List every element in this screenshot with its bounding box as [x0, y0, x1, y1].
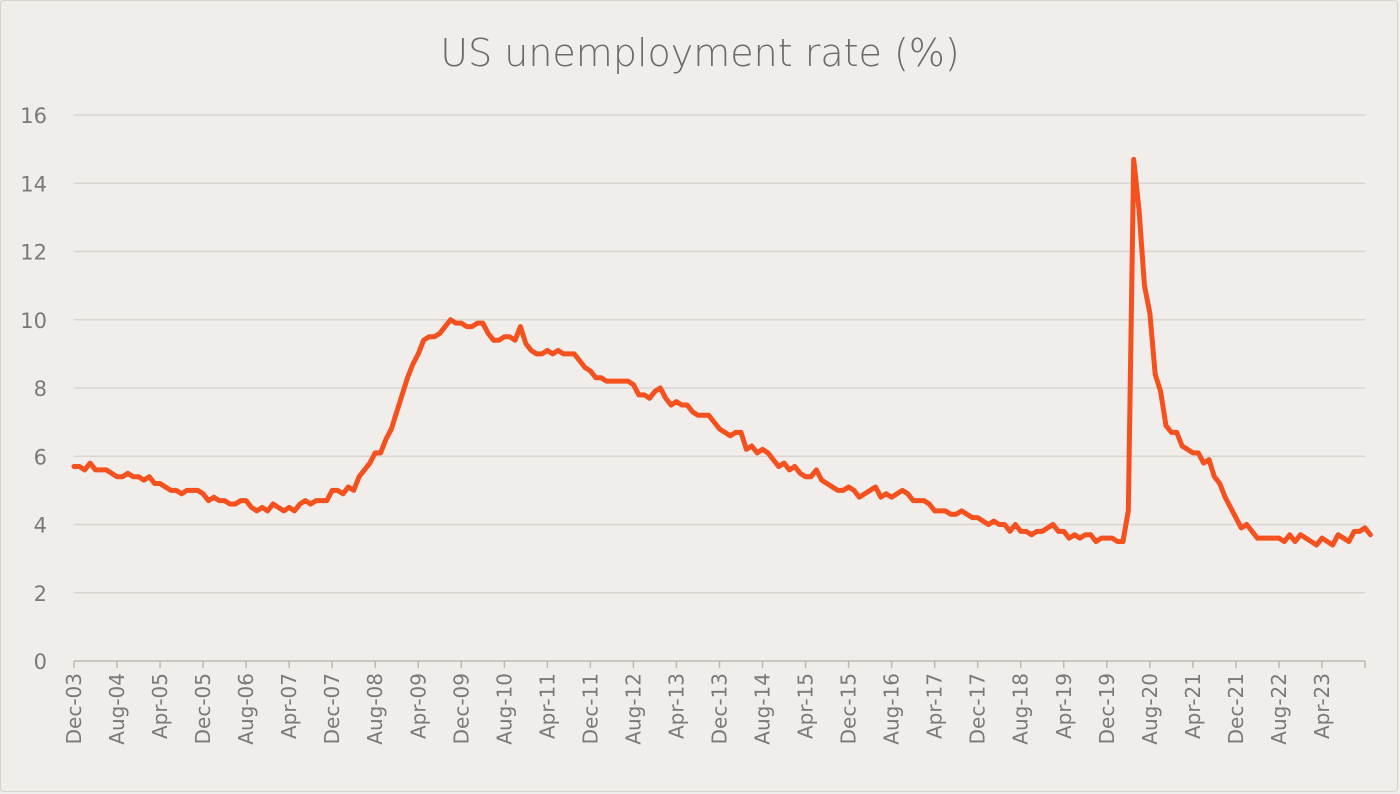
x-tick-label: Apr-17 — [923, 673, 947, 739]
x-tick-label: Aug-16 — [880, 673, 904, 745]
x-tick-label: Apr-19 — [1052, 673, 1076, 739]
y-tick-label: 16 — [20, 104, 47, 128]
series-line-unemployment — [71, 156, 1373, 548]
x-tick-label: Aug-14 — [751, 673, 775, 745]
x-tick-label: Apr-13 — [664, 673, 688, 739]
x-tick-label: Apr-05 — [148, 673, 172, 739]
x-tick-label: Apr-11 — [535, 673, 559, 739]
x-tick-label: Aug-04 — [105, 673, 129, 745]
x-tick-label: Dec-03 — [62, 673, 86, 744]
x-tick-label: Dec-11 — [578, 673, 602, 744]
y-tick-label: 0 — [34, 650, 47, 674]
y-tick-label: 6 — [34, 445, 47, 469]
x-tick-label: Aug-06 — [234, 673, 258, 745]
x-tick-label: Dec-17 — [966, 673, 990, 744]
x-axis — [73, 660, 1366, 668]
y-axis-ticks: 0 2 4 6 8 10 12 14 16 — [20, 104, 47, 674]
x-tick-label: Dec-15 — [837, 673, 861, 744]
x-tick-label: Aug-12 — [621, 673, 645, 745]
x-tick-label: Apr-15 — [794, 673, 818, 739]
x-axis-ticks: Dec-03 Aug-04 Apr-05 Dec-05 Aug-06 Apr-07 Dec-… — [62, 673, 1334, 745]
y-tick-label: 8 — [34, 377, 47, 401]
gridlines — [74, 114, 1365, 594]
x-tick-label: Dec-19 — [1095, 673, 1119, 744]
x-tick-label: Aug-18 — [1009, 673, 1033, 745]
x-tick-label: Dec-13 — [708, 673, 732, 744]
y-tick-label: 4 — [34, 514, 47, 538]
y-tick-label: 14 — [20, 172, 47, 196]
x-tick-label: Dec-21 — [1224, 673, 1248, 744]
y-tick-label: 12 — [20, 241, 47, 265]
x-tick-label: Aug-08 — [363, 673, 387, 745]
x-tick-label: Dec-07 — [320, 673, 344, 744]
x-tick-label: Aug-10 — [492, 673, 516, 745]
y-tick-label: 2 — [34, 582, 47, 606]
x-tick-label: Dec-09 — [449, 673, 473, 744]
x-tick-label: Apr-23 — [1310, 673, 1334, 739]
x-tick-label: Apr-07 — [277, 673, 301, 739]
x-tick-label: Aug-22 — [1267, 673, 1291, 745]
x-tick-label: Aug-20 — [1138, 673, 1162, 745]
x-tick-label: Apr-09 — [406, 673, 430, 739]
chart-title: US unemployment rate (%) — [440, 31, 959, 75]
x-tick-label: Apr-21 — [1181, 673, 1205, 739]
y-tick-label: 10 — [20, 309, 47, 333]
x-tick-label: Dec-05 — [191, 673, 215, 744]
